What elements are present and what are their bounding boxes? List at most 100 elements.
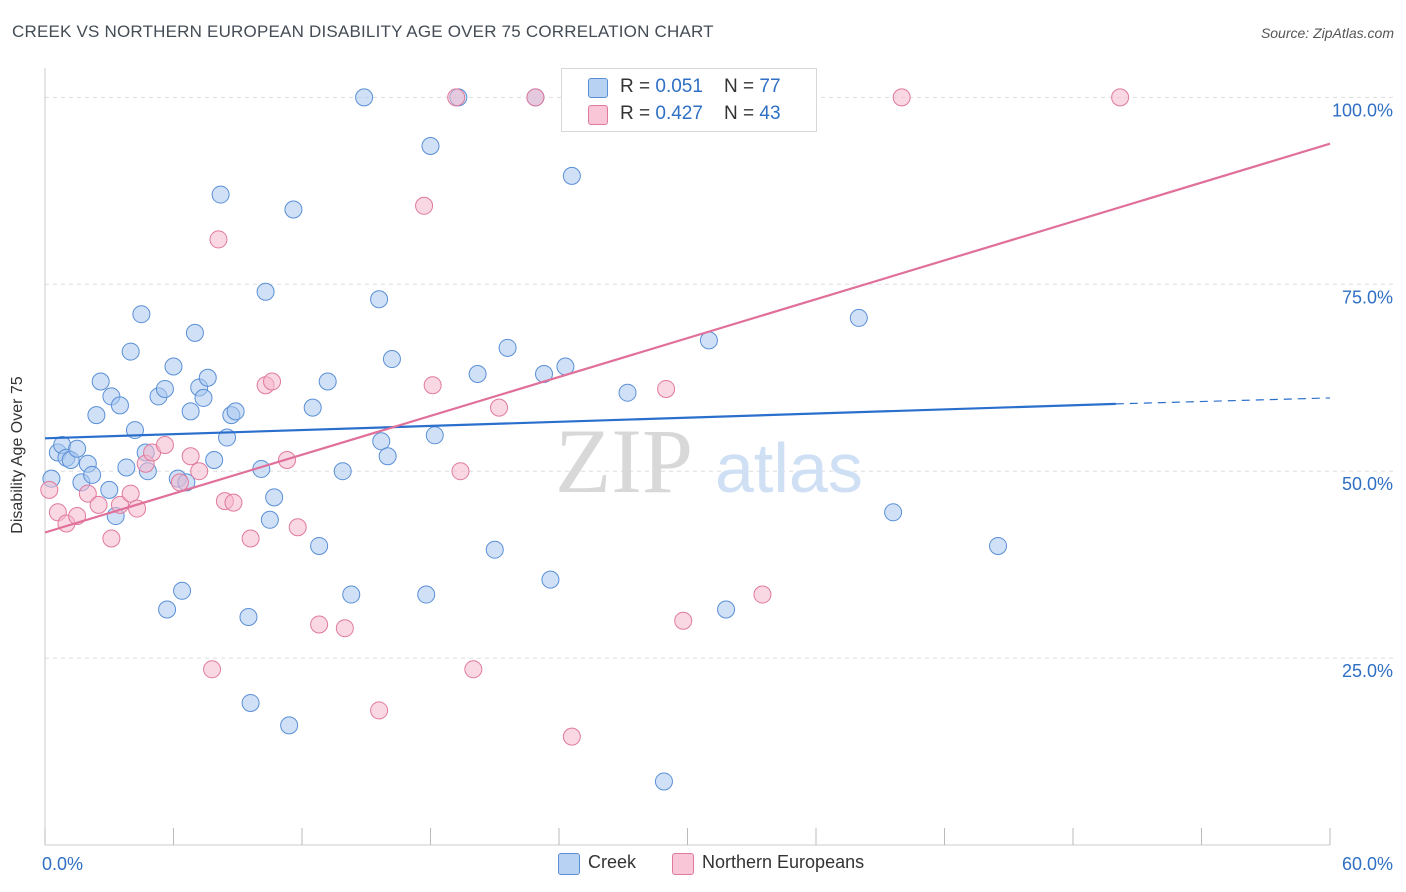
y-axis-label: Disability Age Over 75 <box>9 376 26 534</box>
stats-legend: R = 0.051 N = 77 R = 0.427 N = 43 <box>561 68 817 132</box>
creek-point <box>284 200 303 219</box>
creek-point <box>110 396 129 415</box>
creek-point <box>173 581 192 600</box>
creek-point <box>239 607 258 626</box>
northern-point <box>68 507 87 526</box>
northern-point <box>241 529 260 548</box>
creek-point <box>310 536 329 555</box>
northern-point <box>753 585 772 604</box>
northern-point <box>203 660 222 679</box>
legend-r-label: R = <box>620 76 656 97</box>
chart-title: CREEK VS NORTHERN EUROPEAN DISABILITY AG… <box>12 22 714 41</box>
creek-point <box>333 462 352 481</box>
northern-point <box>562 727 581 746</box>
creek-point <box>226 402 245 421</box>
watermark-atlas: atlas <box>715 429 863 507</box>
creek-legend-swatch <box>558 853 580 875</box>
creek-point <box>91 372 110 391</box>
creek-point <box>303 398 322 417</box>
northern-point <box>288 518 307 537</box>
northern-point <box>209 230 228 249</box>
northern-point <box>190 462 209 481</box>
creek-point <box>194 388 213 407</box>
creek-trend-line <box>44 402 1116 440</box>
creek-point <box>121 342 140 361</box>
northern-point <box>263 372 282 391</box>
creek-point <box>355 88 374 107</box>
northern-point <box>224 493 243 512</box>
northern-trend-line <box>44 142 1331 534</box>
axes <box>44 68 1331 846</box>
creek-legend-label: Creek <box>588 852 637 872</box>
trend-lines <box>44 142 1331 534</box>
northern-point <box>674 611 693 630</box>
creek-point <box>421 136 440 155</box>
creek-point <box>280 716 299 735</box>
creek-point <box>498 338 517 357</box>
northern-point <box>155 436 174 455</box>
x-tick-label-min: 0.0% <box>42 854 83 874</box>
creek-trend-extension <box>1115 397 1331 405</box>
northern-point <box>423 376 442 395</box>
northern-point <box>78 484 97 503</box>
creek-point <box>989 536 1008 555</box>
northern-point <box>526 88 545 107</box>
gridlines <box>45 96 1395 659</box>
northern-point <box>335 619 354 638</box>
legend-n-value: 43 <box>759 103 781 124</box>
northern-point <box>892 88 911 107</box>
legend-r-label: R = <box>620 103 656 124</box>
creek-point <box>68 439 87 458</box>
creek-point <box>425 426 444 445</box>
creek-point <box>372 432 391 451</box>
creek-point <box>485 540 504 559</box>
creek-point <box>417 585 436 604</box>
northern-point <box>415 196 434 215</box>
northern-point <box>89 495 108 514</box>
northern-point <box>451 462 470 481</box>
x-tick-label-max: 60.0% <box>1342 854 1393 874</box>
northern-point <box>40 480 59 499</box>
y-tick-label: 75.0% <box>1342 287 1393 307</box>
northern-point <box>370 701 389 720</box>
legend-n-label: N = <box>724 76 760 97</box>
creek-point <box>717 600 736 619</box>
creek-point <box>618 383 637 402</box>
y-tick-label: 50.0% <box>1342 474 1393 494</box>
creek-point <box>87 406 106 425</box>
northern-point <box>170 473 189 492</box>
creek-point <box>83 465 102 484</box>
legend-r-value: 0.427 <box>655 103 703 124</box>
watermark-zip: ZIP <box>555 410 693 512</box>
creek-point <box>562 166 581 185</box>
creek-point <box>241 693 260 712</box>
legend-n-value: 77 <box>759 76 781 97</box>
northern-point <box>657 379 676 398</box>
creek-point <box>256 282 275 301</box>
northern-point <box>181 447 200 466</box>
northern-point <box>490 398 509 417</box>
northern-point <box>310 615 329 634</box>
chart-source: Source: ZipAtlas.com <box>1260 25 1394 41</box>
creek-point <box>541 570 560 589</box>
creek-point <box>265 488 284 507</box>
northern-point <box>464 660 483 679</box>
creek-point <box>211 185 230 204</box>
y-tick-label: 100.0% <box>1332 100 1393 120</box>
northern-point <box>1111 88 1130 107</box>
creek-point <box>849 308 868 327</box>
creek-point <box>370 290 389 309</box>
creek-point <box>185 323 204 342</box>
northern-point <box>447 88 466 107</box>
creek-point <box>117 458 136 477</box>
creek-point <box>342 585 361 604</box>
northern-point <box>121 484 140 503</box>
tick-labels: 25.0% 50.0% 75.0% 100.0% 0.0% 60.0% <box>42 100 1393 874</box>
creek-point <box>205 450 224 469</box>
legend-r-value: 0.051 <box>655 76 703 97</box>
y-tick-label: 25.0% <box>1342 661 1393 681</box>
creek-point <box>100 480 119 499</box>
creek-point <box>155 379 174 398</box>
creek-point <box>132 305 151 324</box>
